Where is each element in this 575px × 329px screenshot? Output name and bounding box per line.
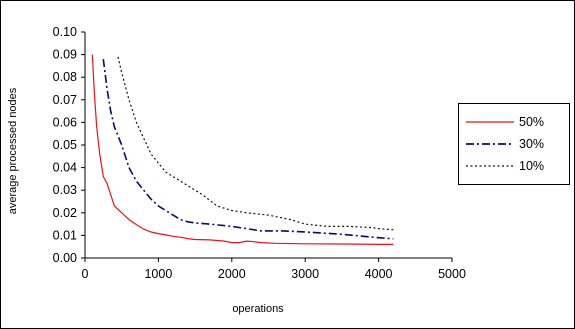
y-tick-label: 0.08	[53, 70, 77, 84]
x-tick-label: 4000	[365, 267, 393, 281]
y-tick-label: 0.00	[53, 251, 77, 265]
series-line-50pct	[91, 54, 394, 245]
x-tick-label: 1000	[144, 267, 172, 281]
y-tick-label: 0.01	[53, 228, 77, 242]
y-tick-label: 0.09	[53, 48, 77, 62]
y-tick-label: 0.10	[53, 25, 77, 39]
legend: 50% 30% 10%	[458, 103, 570, 185]
y-tick-label: 0.06	[53, 115, 77, 129]
series-line-30pct	[102, 59, 394, 240]
y-axis-label: average processed nodes	[7, 87, 19, 214]
legend-label-50pct: 50%	[519, 115, 544, 129]
y-tick-label: 0.03	[53, 183, 77, 197]
x-tick-label: 0	[82, 267, 89, 281]
legend-label-10pct: 10%	[519, 159, 544, 173]
x-tick-label: 2000	[218, 267, 246, 281]
y-tick-label: 0.05	[53, 138, 77, 152]
x-tick-label: 3000	[291, 267, 319, 281]
y-tick-label: 0.02	[53, 206, 77, 220]
x-tick-label: 5000	[438, 267, 466, 281]
series-line-10pct	[117, 56, 394, 231]
y-tick-label: 0.07	[53, 93, 77, 107]
plot-area: 0.00 0.01 0.02 0.03 0.04 0.05 0.06 0.07 0.08 0.09…	[53, 25, 466, 281]
legend-label-30pct: 30%	[519, 137, 544, 151]
x-axis-label: operations	[232, 303, 284, 315]
y-tick-label: 0.04	[53, 161, 77, 175]
